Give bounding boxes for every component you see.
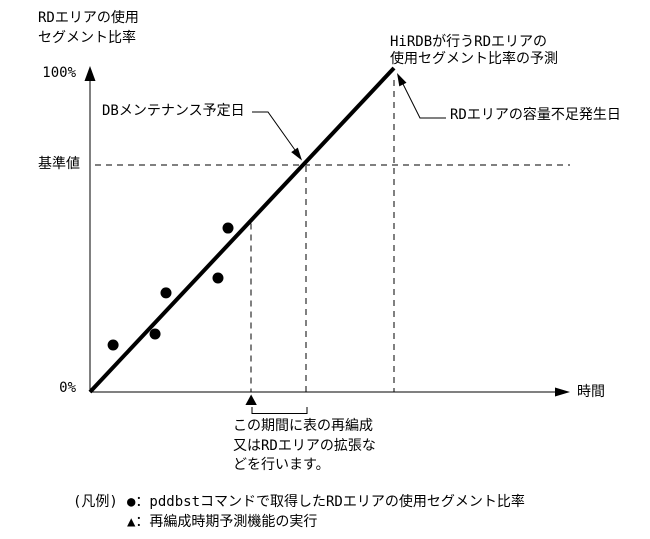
data-point [160, 287, 172, 299]
maintenance-connector-line [252, 111, 296, 151]
y-tick-100: 100% [42, 65, 76, 81]
x-axis-label: 時間 [577, 384, 605, 400]
prediction-annotation: HiRDBが行うRDエリアの 使用セグメント比率の予測 [390, 34, 558, 67]
shortage-connector-arrow-icon [397, 73, 407, 87]
reorg-period-note: この期間に表の再編成 又はRDエリアの拡張な どを行います。 [233, 418, 376, 473]
legend-title: (凡例) [73, 494, 118, 510]
x-axis-arrow-icon [555, 387, 570, 397]
capacity-shortage-label: RDエリアの容量不足発生日 [450, 107, 621, 123]
maintenance-date-label: DBメンテナンス予定日 [102, 103, 245, 119]
maintenance-connector-arrow-icon [291, 147, 302, 161]
y-tick-0: 0% [59, 380, 76, 396]
legend-item-triangle: ▲：再編成時期予測機能の実行 [127, 514, 318, 530]
period-bracket [251, 407, 308, 414]
y-axis-arrow-icon [84, 66, 96, 81]
reorg-exec-marker-icon [245, 394, 257, 405]
data-point [222, 222, 234, 234]
y-axis-title: RDエリアの使用 セグメント比率 [38, 10, 139, 46]
threshold-label: 基準値 [38, 156, 80, 172]
prediction-trend-line [88, 66, 396, 394]
data-point [149, 328, 161, 340]
legend-item-dot: ●：pddbstコマンドで取得したRDエリアの使用セグメント比率 [127, 494, 525, 510]
data-point [212, 272, 224, 284]
data-point [107, 339, 119, 351]
shortage-connector-line [402, 83, 446, 119]
